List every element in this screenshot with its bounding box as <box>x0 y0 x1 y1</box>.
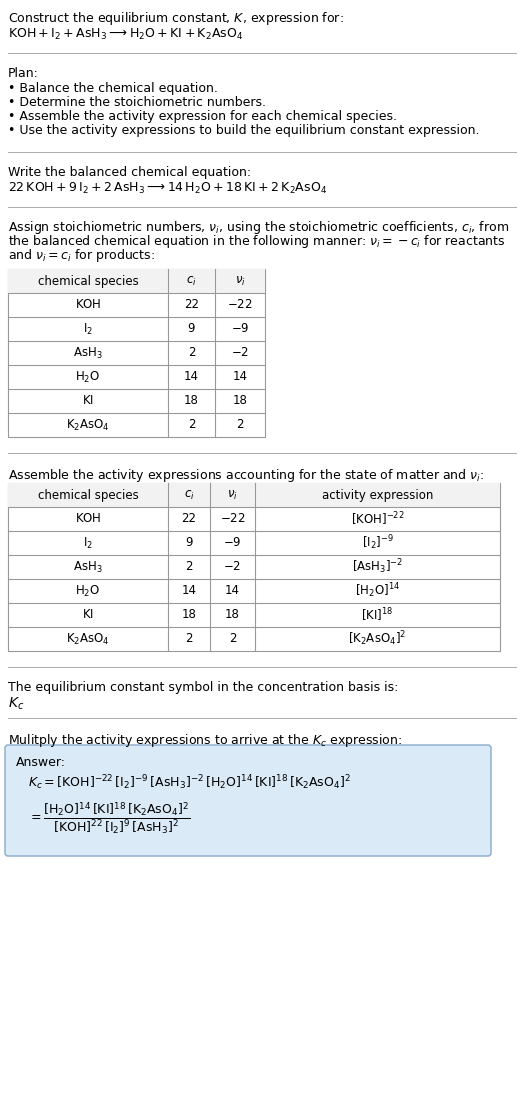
Text: $-9$: $-9$ <box>223 536 242 550</box>
Text: the balanced chemical equation in the following manner: $\nu_i = -c_i$ for react: the balanced chemical equation in the fo… <box>8 233 506 249</box>
Text: activity expression: activity expression <box>322 488 433 501</box>
Text: $\nu_i$: $\nu_i$ <box>227 488 238 501</box>
Text: Plan:: Plan: <box>8 67 39 80</box>
Text: 2: 2 <box>229 633 236 645</box>
Text: $\mathrm{K_2AsO_4}$: $\mathrm{K_2AsO_4}$ <box>66 632 110 646</box>
Text: $\mathrm{H_2O}$: $\mathrm{H_2O}$ <box>75 369 101 385</box>
Text: • Assemble the activity expression for each chemical species.: • Assemble the activity expression for e… <box>8 110 397 123</box>
Text: $-22$: $-22$ <box>227 299 253 311</box>
Text: 14: 14 <box>225 585 240 598</box>
Text: $\mathrm{AsH_3}$: $\mathrm{AsH_3}$ <box>73 559 103 575</box>
Text: Answer:: Answer: <box>16 756 66 769</box>
Text: chemical species: chemical species <box>38 275 138 288</box>
Text: Construct the equilibrium constant, $K$, expression for:: Construct the equilibrium constant, $K$,… <box>8 10 344 27</box>
Text: and $\nu_i = c_i$ for products:: and $\nu_i = c_i$ for products: <box>8 247 155 264</box>
Text: 2: 2 <box>185 560 193 574</box>
Text: 18: 18 <box>233 395 247 408</box>
Text: $K_c$: $K_c$ <box>8 696 24 712</box>
Text: $-2$: $-2$ <box>223 560 242 574</box>
Text: $\mathrm{I_2}$: $\mathrm{I_2}$ <box>83 535 93 551</box>
Text: 22: 22 <box>184 299 199 311</box>
Text: 9: 9 <box>185 536 193 550</box>
Text: $\mathrm{AsH_3}$: $\mathrm{AsH_3}$ <box>73 345 103 360</box>
FancyBboxPatch shape <box>5 745 491 856</box>
Text: • Use the activity expressions to build the equilibrium constant expression.: • Use the activity expressions to build … <box>8 124 479 137</box>
Text: The equilibrium constant symbol in the concentration basis is:: The equilibrium constant symbol in the c… <box>8 681 398 693</box>
Text: $[\mathrm{I_2}]^{-9}$: $[\mathrm{I_2}]^{-9}$ <box>362 534 394 553</box>
Text: • Balance the chemical equation.: • Balance the chemical equation. <box>8 82 218 95</box>
Text: $[\mathrm{KOH}]^{-22}$: $[\mathrm{KOH}]^{-22}$ <box>351 510 405 528</box>
Text: $-2$: $-2$ <box>231 346 249 359</box>
Text: $[\mathrm{K_2AsO_4}]^{2}$: $[\mathrm{K_2AsO_4}]^{2}$ <box>348 630 407 648</box>
Text: 22: 22 <box>181 512 196 525</box>
Text: 18: 18 <box>184 395 199 408</box>
Text: Assign stoichiometric numbers, $\nu_i$, using the stoichiometric coefficients, $: Assign stoichiometric numbers, $\nu_i$, … <box>8 219 509 236</box>
Text: Write the balanced chemical equation:: Write the balanced chemical equation: <box>8 166 251 179</box>
Text: $[\mathrm{KI}]^{18}$: $[\mathrm{KI}]^{18}$ <box>362 607 394 624</box>
Bar <box>8 269 265 437</box>
Text: $c_i$: $c_i$ <box>183 488 194 501</box>
Text: $c_i$: $c_i$ <box>186 275 197 288</box>
Text: $\mathrm{I_2}$: $\mathrm{I_2}$ <box>83 321 93 336</box>
Text: • Determine the stoichiometric numbers.: • Determine the stoichiometric numbers. <box>8 96 266 109</box>
Text: $\mathrm{KI}$: $\mathrm{KI}$ <box>82 609 94 622</box>
Text: $22\,\mathrm{KOH} + 9\,\mathrm{I_2} + 2\,\mathrm{AsH_3} \longrightarrow 14\,\mat: $22\,\mathrm{KOH} + 9\,\mathrm{I_2} + 2\… <box>8 181 327 196</box>
Text: $\mathrm{KI}$: $\mathrm{KI}$ <box>82 395 94 408</box>
Text: 9: 9 <box>188 322 195 335</box>
Bar <box>8 482 500 507</box>
Text: $[\mathrm{AsH_3}]^{-2}$: $[\mathrm{AsH_3}]^{-2}$ <box>352 557 403 576</box>
Text: $\mathrm{K_2AsO_4}$: $\mathrm{K_2AsO_4}$ <box>66 418 110 433</box>
Text: $\mathrm{KOH}$: $\mathrm{KOH}$ <box>75 299 101 311</box>
Text: 18: 18 <box>225 609 240 622</box>
Text: 14: 14 <box>233 370 247 384</box>
Text: 2: 2 <box>188 346 195 359</box>
Bar <box>8 269 265 293</box>
Text: 14: 14 <box>181 585 196 598</box>
Text: $K_c = [\mathrm{KOH}]^{-22}\,[\mathrm{I_2}]^{-9}\,[\mathrm{AsH_3}]^{-2}\,[\mathr: $K_c = [\mathrm{KOH}]^{-22}\,[\mathrm{I_… <box>28 773 351 791</box>
Text: 14: 14 <box>184 370 199 384</box>
Text: Mulitply the activity expressions to arrive at the $K_c$ expression:: Mulitply the activity expressions to arr… <box>8 732 402 750</box>
Text: 2: 2 <box>236 419 244 432</box>
Bar <box>8 482 500 651</box>
Text: $\mathrm{KOH} + \mathrm{I_2} + \mathrm{AsH_3} \longrightarrow \mathrm{H_2O} + \m: $\mathrm{KOH} + \mathrm{I_2} + \mathrm{A… <box>8 27 243 42</box>
Text: $= \dfrac{[\mathrm{H_2O}]^{14}\,[\mathrm{KI}]^{18}\,[\mathrm{K_2AsO_4}]^{2}}{[\m: $= \dfrac{[\mathrm{H_2O}]^{14}\,[\mathrm… <box>28 800 190 836</box>
Text: 2: 2 <box>185 633 193 645</box>
Text: $\mathrm{H_2O}$: $\mathrm{H_2O}$ <box>75 584 101 599</box>
Text: 2: 2 <box>188 419 195 432</box>
Text: $\nu_i$: $\nu_i$ <box>235 275 245 288</box>
Text: $\mathrm{KOH}$: $\mathrm{KOH}$ <box>75 512 101 525</box>
Text: Assemble the activity expressions accounting for the state of matter and $\nu_i$: Assemble the activity expressions accoun… <box>8 467 484 484</box>
Text: $[\mathrm{H_2O}]^{14}$: $[\mathrm{H_2O}]^{14}$ <box>355 581 400 600</box>
Text: $-9$: $-9$ <box>231 322 249 335</box>
Text: $-22$: $-22$ <box>220 512 245 525</box>
Text: 18: 18 <box>181 609 196 622</box>
Text: chemical species: chemical species <box>38 488 138 501</box>
